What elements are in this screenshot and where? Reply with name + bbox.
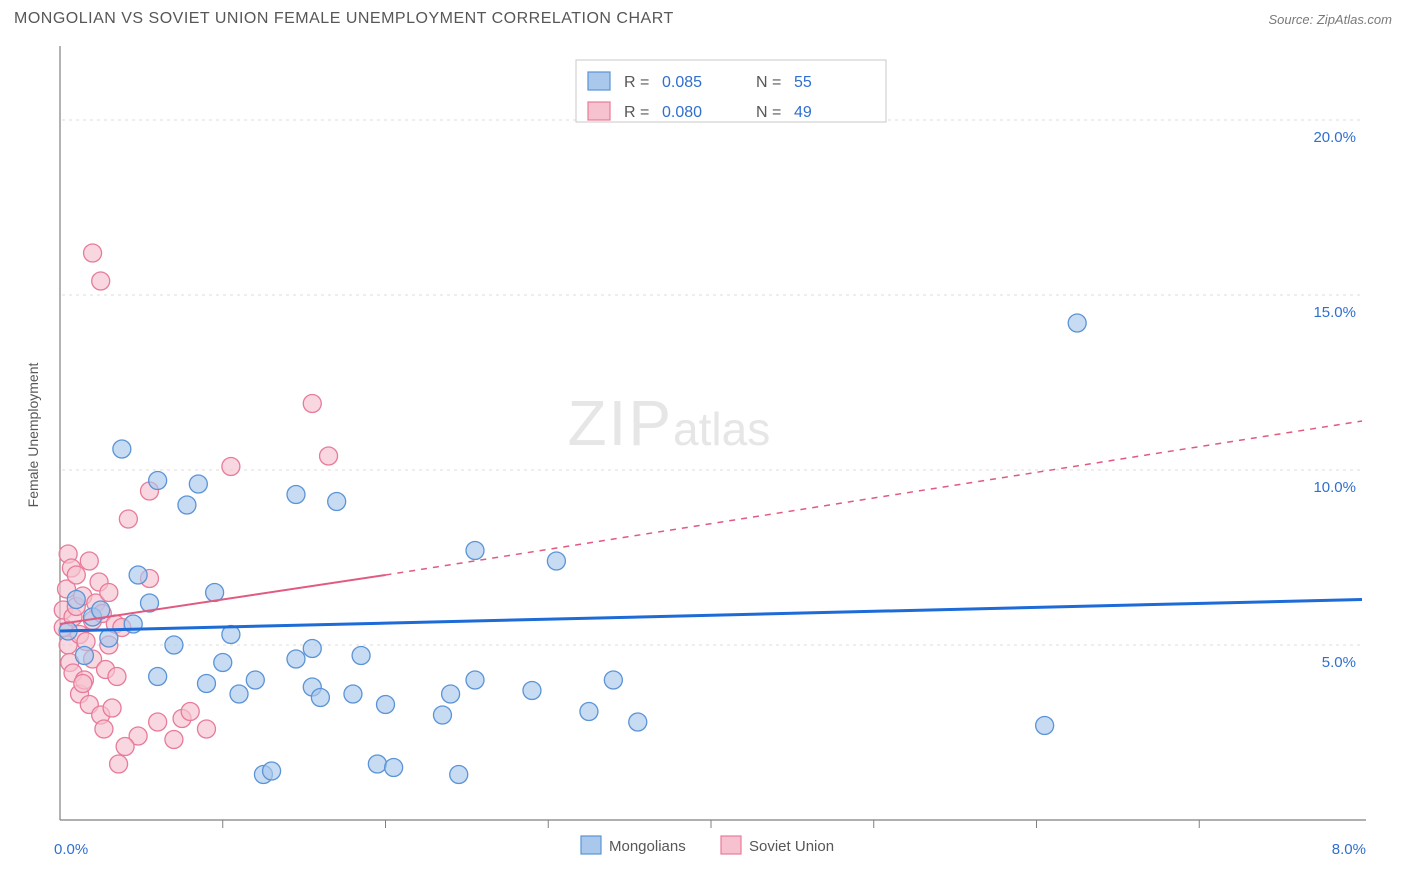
data-point	[287, 486, 305, 504]
legend-series-label: Soviet Union	[749, 838, 834, 855]
data-point	[580, 703, 598, 721]
trendline-soviet-dashed	[386, 421, 1363, 575]
trendline-mongolians	[60, 600, 1362, 632]
legend-swatch	[588, 102, 610, 120]
data-point	[442, 685, 460, 703]
source-prefix: Source:	[1268, 12, 1316, 27]
data-point	[197, 720, 215, 738]
data-point	[95, 720, 113, 738]
data-point	[165, 731, 183, 749]
data-point	[149, 668, 167, 686]
data-point	[100, 584, 118, 602]
legend-n-value: 49	[794, 104, 812, 121]
legend-swatch	[581, 836, 601, 854]
x-max-label: 8.0%	[1332, 841, 1366, 858]
data-point	[287, 650, 305, 668]
data-point	[189, 475, 207, 493]
data-point	[377, 696, 395, 714]
data-point	[149, 713, 167, 731]
data-point	[303, 640, 321, 658]
y-tick-label: 20.0%	[1313, 129, 1356, 146]
y-axis-label: Female Unemployment	[25, 363, 41, 508]
data-point	[110, 755, 128, 773]
data-point	[385, 759, 403, 777]
data-point	[547, 552, 565, 570]
data-point	[75, 647, 93, 665]
legend-r-value: 0.080	[662, 104, 702, 121]
data-point	[119, 510, 137, 528]
data-point	[303, 395, 321, 413]
data-point	[311, 689, 329, 707]
data-point	[230, 685, 248, 703]
data-point	[108, 668, 126, 686]
source-attribution: Source: ZipAtlas.com	[1268, 12, 1392, 27]
legend-series-label: Mongolians	[609, 838, 686, 855]
legend-swatch	[721, 836, 741, 854]
data-point	[165, 636, 183, 654]
chart-title: MONGOLIAN VS SOVIET UNION FEMALE UNEMPLO…	[14, 10, 674, 28]
svg-text:atlas: atlas	[673, 403, 770, 455]
series-mongolians	[59, 314, 1086, 784]
data-point	[67, 566, 85, 584]
data-point	[1068, 314, 1086, 332]
data-point	[368, 755, 386, 773]
source-name: ZipAtlas.com	[1317, 12, 1392, 27]
data-point	[149, 472, 167, 490]
data-point	[328, 493, 346, 511]
stats-legend-box	[576, 60, 886, 122]
x-min-label: 0.0%	[54, 841, 88, 858]
legend-swatch	[588, 72, 610, 90]
data-point	[466, 671, 484, 689]
data-point	[263, 762, 281, 780]
data-point	[113, 440, 131, 458]
legend-n-value: 55	[794, 74, 812, 91]
y-tick-label: 10.0%	[1313, 479, 1356, 496]
data-point	[214, 654, 232, 672]
scatter-chart: 5.0% 10.0% 15.0% 20.0% ZIPatlas Female Unempl…	[14, 40, 1392, 878]
data-point	[344, 685, 362, 703]
legend-r-label: R =	[624, 104, 649, 121]
legend-n-label: N =	[756, 104, 781, 121]
data-point	[103, 699, 121, 717]
data-point	[116, 738, 134, 756]
data-point	[129, 566, 147, 584]
y-tick-label: 15.0%	[1313, 304, 1356, 321]
data-point	[466, 542, 484, 560]
data-point	[604, 671, 622, 689]
data-point	[352, 647, 370, 665]
data-point	[222, 458, 240, 476]
legend-r-value: 0.085	[662, 74, 702, 91]
data-point	[100, 629, 118, 647]
data-point	[433, 706, 451, 724]
y-tick-label: 5.0%	[1322, 654, 1356, 671]
data-point	[1036, 717, 1054, 735]
svg-text:ZIP: ZIP	[567, 387, 673, 459]
data-point	[450, 766, 468, 784]
data-point	[246, 671, 264, 689]
data-point	[197, 675, 215, 693]
data-point	[181, 703, 199, 721]
data-point	[523, 682, 541, 700]
legend-n-label: N =	[756, 74, 781, 91]
chart-container: 5.0% 10.0% 15.0% 20.0% ZIPatlas Female Unempl…	[14, 40, 1392, 878]
data-point	[320, 447, 338, 465]
legend-r-label: R =	[624, 74, 649, 91]
data-point	[74, 675, 92, 693]
data-point	[67, 591, 85, 609]
data-point	[80, 552, 98, 570]
data-point	[92, 272, 110, 290]
watermark: ZIPatlas	[567, 387, 770, 459]
data-point	[178, 496, 196, 514]
data-point	[629, 713, 647, 731]
data-point	[84, 244, 102, 262]
